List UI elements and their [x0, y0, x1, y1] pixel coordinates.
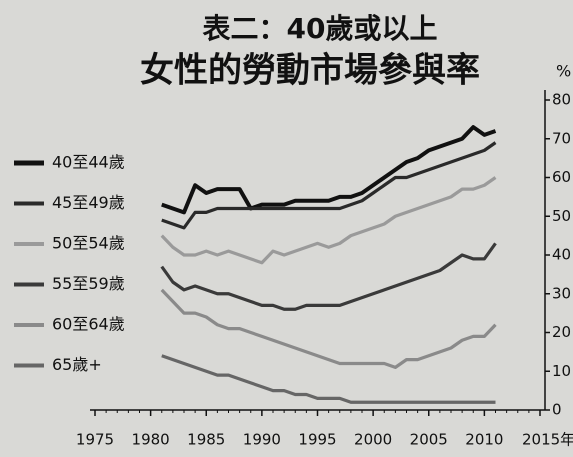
series-line	[160, 176, 497, 265]
x-tick-label: 2015年	[522, 431, 573, 449]
x-tick-label: 1995	[298, 431, 336, 449]
y-tick-label: 0	[552, 401, 562, 419]
legend-label: 50至54歲	[52, 234, 125, 253]
y-tick-label: 60	[552, 168, 571, 186]
legend-label: 60至64歲	[52, 315, 125, 334]
y-tick-label: 40	[552, 246, 571, 264]
series-line	[160, 242, 497, 311]
legend-label: 40至44歲	[52, 153, 125, 172]
legend-label: 55至59歲	[52, 274, 125, 293]
x-tick-label: 1985	[187, 431, 225, 449]
y-tick-label: 50	[552, 207, 571, 225]
legend-label: 45至49歲	[52, 193, 125, 212]
y-tick-label: 30	[552, 284, 571, 302]
series-line	[161, 141, 497, 230]
series-line	[160, 288, 497, 369]
x-tick-label: 2010	[465, 431, 503, 449]
x-tick-label: 1980	[132, 431, 170, 449]
series-line	[161, 354, 496, 404]
y-tick-label: 70	[552, 129, 571, 147]
legend-label: 65歲+	[52, 355, 102, 374]
series-line	[161, 125, 497, 215]
x-tick-label: 2000	[354, 431, 392, 449]
x-tick-label: 1990	[243, 431, 281, 449]
x-tick-label: 1975	[76, 431, 114, 449]
y-axis-label: %	[556, 62, 571, 81]
y-tick-label: 10	[552, 362, 571, 380]
chart-subtitle: 女性的勞動市場參與率	[140, 51, 480, 91]
y-tick-label: 20	[552, 323, 571, 341]
chart-title: 表二：40歲或以上	[203, 12, 438, 45]
y-tick-label: 80	[552, 91, 571, 109]
x-tick-label: 2005	[410, 431, 448, 449]
